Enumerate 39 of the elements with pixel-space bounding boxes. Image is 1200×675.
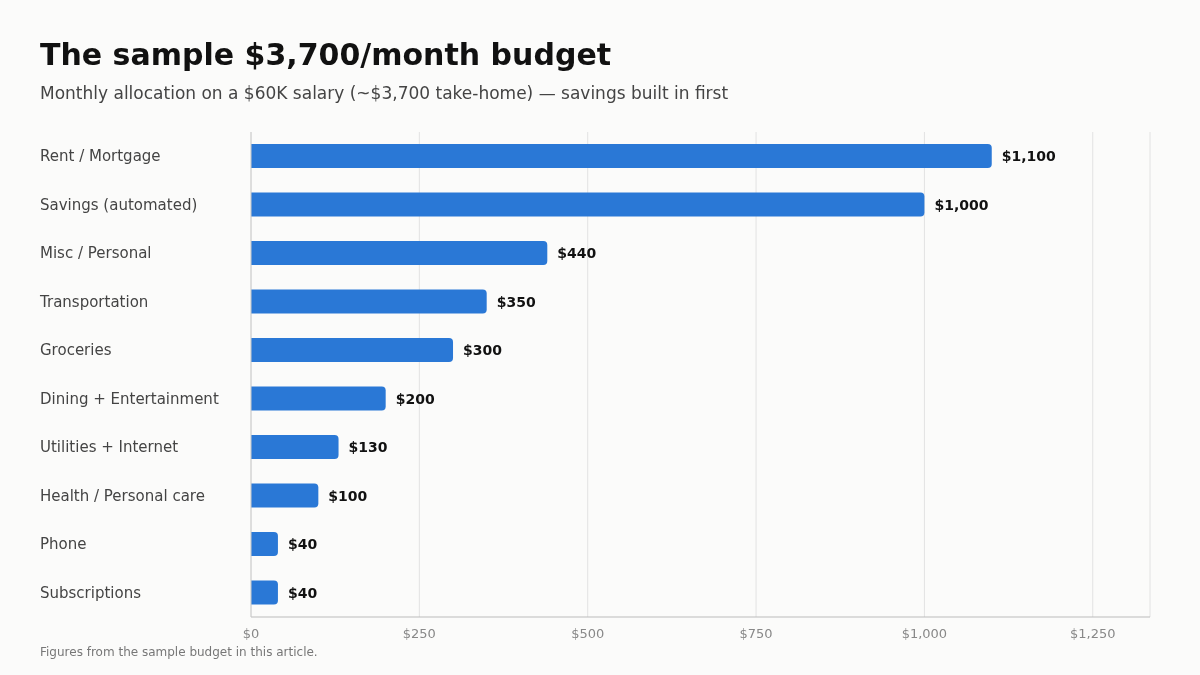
data-label: $130 <box>348 439 388 455</box>
chart-subtitle: Monthly allocation on a $60K salary (~$3,700 take-home) — savings built in first <box>40 83 729 103</box>
bar <box>251 338 454 362</box>
y-tick-label: Misc / Personal <box>40 244 152 263</box>
x-tick-label: $0 <box>242 626 260 642</box>
data-label: $40 <box>287 536 318 552</box>
x-tick-label: $750 <box>739 626 773 642</box>
bar <box>251 435 339 459</box>
bar <box>251 580 278 605</box>
y-tick-label: Transportation <box>39 292 149 311</box>
bar <box>251 144 992 168</box>
data-label: $100 <box>328 487 368 504</box>
data-label: $350 <box>496 293 536 310</box>
y-tick-label: Subscriptions <box>40 583 142 602</box>
bar <box>251 532 278 556</box>
y-tick-label: Savings (automated) <box>40 195 198 214</box>
y-tick-label: Health / Personal care <box>40 486 205 505</box>
bar <box>251 289 487 314</box>
y-tick-label: Groceries <box>40 341 112 360</box>
data-label: $1,000 <box>934 196 989 213</box>
bar <box>251 192 925 217</box>
x-tick-label: $250 <box>402 626 436 642</box>
y-tick-label: Rent / Mortgage <box>40 147 161 166</box>
data-label: $300 <box>463 342 503 358</box>
x-tick-label: $500 <box>571 626 605 642</box>
data-label: $40 <box>287 584 318 601</box>
data-label: $440 <box>557 245 597 261</box>
bar <box>251 241 548 265</box>
data-label: $200 <box>395 390 435 407</box>
y-tick-label: Phone <box>40 535 87 554</box>
text: Figures from the sample budget in this article. <box>40 645 318 659</box>
y-tick-label: Dining + Entertainment <box>40 389 219 408</box>
x-tick-label: $1,250 <box>1070 626 1116 642</box>
bar <box>251 483 319 508</box>
x-tick-label: $1,000 <box>901 626 948 642</box>
y-tick-label: Utilities + Internet <box>40 438 179 457</box>
bar <box>251 386 386 411</box>
data-label: $1,100 <box>1001 148 1057 164</box>
chart-title: The sample $3,700/month budget <box>40 37 612 72</box>
